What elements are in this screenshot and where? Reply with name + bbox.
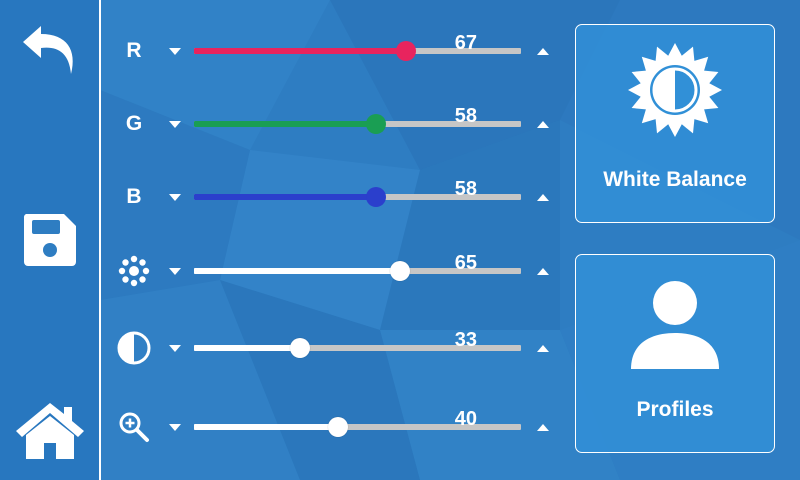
slider-label-contrast [110, 331, 158, 365]
slider-value-contrast: 33 [454, 329, 477, 351]
slider-knob-contrast[interactable] [290, 338, 311, 358]
increase-brightness-button[interactable] [533, 264, 553, 278]
slider-value-brightness: 65 [454, 252, 477, 274]
triangle-down-icon [169, 423, 181, 431]
triangle-down-icon [169, 344, 181, 352]
slider-knob-red[interactable] [395, 41, 416, 61]
profiles-button[interactable]: Profiles [575, 254, 775, 453]
save-button[interactable] [0, 195, 99, 285]
home-button[interactable] [0, 385, 99, 475]
contrast-icon [117, 331, 151, 365]
increase-blue-button[interactable] [533, 190, 553, 204]
slider-track-brightness[interactable]: 65 [194, 252, 521, 281]
user-icon [631, 281, 719, 369]
slider-row-contrast: 33 [110, 328, 560, 368]
slider-track-blue[interactable]: 58 [194, 178, 521, 207]
slider-label-brightness [110, 255, 158, 287]
back-arrow-icon [22, 26, 73, 74]
slider-row-blue: B 58 [110, 177, 560, 217]
white-balance-button[interactable]: White Balance [575, 24, 775, 223]
zoom-in-icon [119, 412, 149, 442]
triangle-up-icon [537, 423, 549, 431]
triangle-down-icon [169, 120, 181, 128]
slider-value-blue: 58 [454, 178, 477, 200]
brightness-icon [118, 255, 150, 287]
increase-contrast-button[interactable] [533, 341, 553, 355]
triangle-up-icon [537, 47, 549, 55]
increase-red-button[interactable] [533, 44, 553, 58]
slider-label-green: G [125, 112, 143, 135]
triangle-down-icon [169, 193, 181, 201]
decrease-contrast-button[interactable] [165, 341, 185, 355]
slider-label-zoom [110, 411, 158, 443]
slider-value-green: 58 [454, 105, 477, 127]
decrease-brightness-button[interactable] [165, 264, 185, 278]
decrease-green-button[interactable] [165, 117, 185, 131]
slider-row-green: G 58 [110, 104, 560, 144]
slider-track-red[interactable]: 67 [194, 32, 521, 61]
slider-knob-green[interactable] [365, 114, 386, 134]
triangle-down-icon [169, 267, 181, 275]
slider-knob-blue[interactable] [365, 187, 386, 207]
slider-value-red: 67 [454, 32, 477, 54]
sidebar [0, 0, 101, 480]
slider-track-zoom[interactable]: 40 [194, 408, 521, 437]
back-button[interactable] [0, 5, 99, 95]
decrease-blue-button[interactable] [165, 190, 185, 204]
slider-fill-brightness [194, 268, 400, 274]
home-icon [15, 403, 84, 459]
slider-fill-red [194, 48, 406, 54]
slider-row-brightness: 65 [110, 251, 560, 291]
slider-row-red: R 67 [110, 31, 560, 71]
increase-zoom-button[interactable] [533, 420, 553, 434]
slider-fill-green [194, 121, 376, 127]
slider-value-zoom: 40 [454, 408, 477, 430]
slider-fill-zoom [194, 424, 338, 430]
slider-label-red: R [126, 39, 142, 62]
slider-track-contrast[interactable]: 33 [194, 329, 521, 358]
slider-fill-contrast [194, 345, 301, 351]
triangle-up-icon [537, 267, 549, 275]
increase-green-button[interactable] [533, 117, 553, 131]
triangle-up-icon [537, 344, 549, 352]
slider-row-zoom: 40 [110, 407, 560, 447]
white-balance-label: White Balance [603, 168, 747, 191]
slider-label-blue: B [126, 185, 142, 208]
triangle-down-icon [169, 47, 181, 55]
floppy-disk-icon [23, 214, 76, 266]
decrease-zoom-button[interactable] [165, 420, 185, 434]
triangle-up-icon [537, 120, 549, 128]
slider-knob-zoom[interactable] [327, 417, 348, 437]
slider-knob-brightness[interactable] [390, 261, 410, 281]
slider-fill-blue [194, 194, 376, 200]
profiles-label: Profiles [636, 398, 714, 421]
slider-track-green[interactable]: 58 [194, 105, 521, 134]
decrease-red-button[interactable] [165, 44, 185, 58]
triangle-up-icon [537, 193, 549, 201]
sun-half-icon [628, 43, 722, 137]
